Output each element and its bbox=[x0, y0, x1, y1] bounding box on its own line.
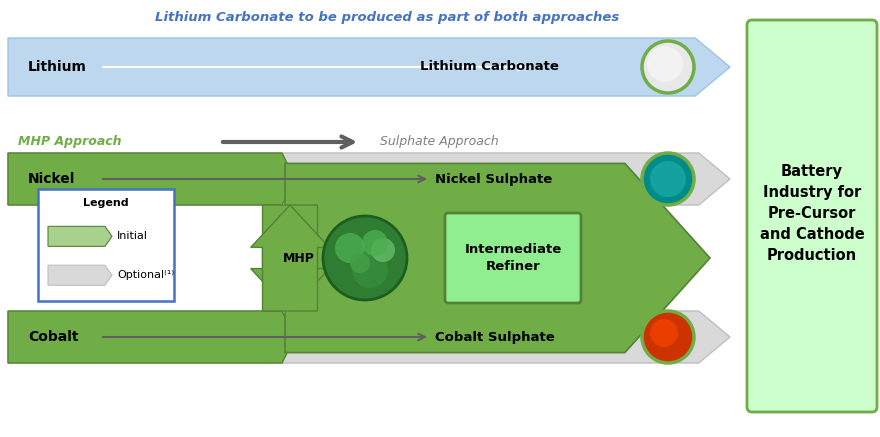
Text: Initial: Initial bbox=[117, 231, 148, 241]
Polygon shape bbox=[8, 153, 730, 205]
Text: Battery
Industry for
Pre-Cursor
and Cathode
Production: Battery Industry for Pre-Cursor and Cath… bbox=[759, 164, 864, 263]
Text: Lithium Carbonate: Lithium Carbonate bbox=[420, 60, 559, 73]
Text: Lithium Carbonate to be produced as part of both approaches: Lithium Carbonate to be produced as part… bbox=[155, 10, 620, 24]
Text: Nickel Sulphate: Nickel Sulphate bbox=[435, 173, 553, 185]
Circle shape bbox=[642, 41, 694, 93]
Polygon shape bbox=[8, 311, 730, 363]
Circle shape bbox=[335, 233, 365, 263]
Polygon shape bbox=[251, 205, 329, 311]
Circle shape bbox=[650, 319, 678, 347]
Text: Cobalt: Cobalt bbox=[28, 330, 78, 344]
Circle shape bbox=[362, 230, 388, 256]
Circle shape bbox=[350, 253, 370, 273]
Circle shape bbox=[352, 252, 388, 288]
Polygon shape bbox=[8, 311, 295, 363]
Text: Sulphate Approach: Sulphate Approach bbox=[380, 135, 499, 149]
FancyBboxPatch shape bbox=[445, 213, 581, 303]
Text: Legend: Legend bbox=[84, 198, 128, 208]
Circle shape bbox=[323, 216, 407, 300]
Polygon shape bbox=[8, 38, 730, 96]
Circle shape bbox=[647, 46, 683, 82]
Text: Optional⁽¹⁾: Optional⁽¹⁾ bbox=[117, 270, 174, 280]
Text: Intermediate
Refiner: Intermediate Refiner bbox=[465, 243, 561, 273]
Polygon shape bbox=[48, 226, 112, 246]
Circle shape bbox=[650, 161, 686, 197]
Polygon shape bbox=[251, 205, 329, 311]
FancyBboxPatch shape bbox=[747, 20, 877, 412]
Polygon shape bbox=[48, 265, 112, 285]
Text: Lithium: Lithium bbox=[28, 60, 87, 74]
Circle shape bbox=[371, 238, 395, 262]
Polygon shape bbox=[285, 163, 710, 353]
Circle shape bbox=[642, 311, 694, 363]
Text: MHP Approach: MHP Approach bbox=[18, 135, 121, 149]
FancyBboxPatch shape bbox=[38, 189, 174, 301]
Text: MHP: MHP bbox=[283, 252, 315, 264]
Text: Nickel: Nickel bbox=[28, 172, 76, 186]
Circle shape bbox=[642, 153, 694, 205]
Text: Cobalt Sulphate: Cobalt Sulphate bbox=[435, 330, 554, 343]
Polygon shape bbox=[8, 153, 295, 205]
